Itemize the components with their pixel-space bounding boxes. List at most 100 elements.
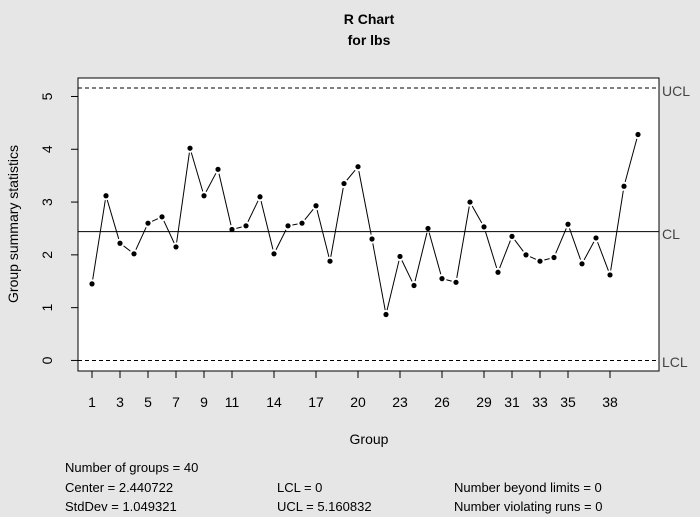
series-segment (151, 218, 159, 222)
data-point (173, 244, 179, 250)
data-point (523, 252, 529, 258)
series-segment (544, 258, 550, 261)
data-point (229, 226, 235, 233)
series-segment (555, 228, 567, 254)
series-segment (135, 227, 147, 250)
data-point (285, 223, 291, 229)
series-segment (610, 190, 624, 271)
series-segment (401, 260, 413, 282)
x-tick-label: 35 (560, 394, 576, 410)
x-tick-label: 1 (88, 394, 96, 410)
series-segment (190, 152, 204, 192)
series-segment (456, 206, 470, 278)
x-tick-label: 14 (266, 394, 282, 410)
chart-subtitle: for lbs (348, 32, 391, 48)
x-tick-label: 26 (434, 394, 450, 410)
cl-label: CL (662, 226, 680, 242)
series-segment (205, 173, 217, 192)
x-tick-label: 29 (476, 394, 492, 410)
series-segment (499, 240, 511, 269)
data-point (201, 193, 207, 199)
data-point (257, 194, 263, 200)
series-segment (428, 232, 442, 275)
series-segment (92, 200, 106, 280)
y-tick-label: 0 (39, 356, 55, 364)
data-point (509, 233, 515, 239)
x-tick-label: 7 (172, 394, 180, 410)
x-tick-label: 3 (116, 394, 124, 410)
data-point (341, 180, 347, 187)
data-point (397, 253, 403, 260)
data-point (103, 193, 109, 199)
series-segment (330, 187, 344, 257)
data-point (383, 311, 389, 318)
data-point (481, 224, 487, 230)
data-point (159, 214, 165, 220)
series-segment (514, 239, 524, 252)
data-point (425, 225, 431, 232)
series-segment (260, 201, 274, 250)
y-tick-label: 5 (39, 92, 55, 100)
data-point (551, 254, 557, 261)
data-point (145, 220, 151, 226)
series-segment (316, 209, 330, 257)
data-series (89, 131, 641, 318)
series-segment (529, 256, 537, 260)
series-segment (372, 243, 386, 311)
series-segment (414, 232, 428, 282)
data-point (327, 258, 333, 264)
data-point (215, 166, 221, 172)
series-segment (471, 205, 483, 224)
data-point (439, 276, 445, 282)
stats-violating-runs: Number violating runs = 0 (454, 499, 603, 514)
series-segment (236, 226, 242, 229)
x-tick-label: 9 (200, 394, 208, 410)
data-point (453, 279, 459, 285)
data-point (131, 251, 137, 257)
series-segment (292, 223, 298, 226)
series-segment (106, 199, 120, 240)
data-point (271, 251, 277, 257)
series-segment (304, 208, 314, 220)
series-segment (346, 169, 356, 181)
stats-beyond-limits: Number beyond limits = 0 (454, 480, 602, 495)
data-point (89, 281, 95, 287)
data-point (607, 272, 613, 278)
series-segment (176, 152, 190, 243)
data-point (635, 131, 641, 138)
y-tick-label: 2 (39, 251, 55, 259)
x-tick-label: 33 (532, 394, 548, 410)
data-point (313, 203, 319, 209)
data-point (593, 235, 599, 241)
data-point (565, 221, 571, 227)
data-point (537, 258, 543, 264)
ucl-label: UCL (662, 83, 690, 99)
plot-area (77, 77, 660, 372)
data-point (117, 240, 123, 246)
series-segment (569, 228, 581, 260)
y-axis-label: Group summary statistics (5, 145, 21, 303)
x-tick-label: 11 (225, 394, 240, 410)
series-segment (484, 231, 498, 269)
stats-lcl: LCL = 0 (277, 480, 323, 495)
series-segment (446, 279, 452, 282)
stats-groups: Number of groups = 40 (65, 460, 199, 475)
y-tick-label: 4 (39, 145, 55, 153)
series-segment (358, 171, 372, 235)
data-point (467, 199, 473, 205)
data-point (411, 282, 417, 289)
data-point (355, 164, 361, 170)
series-segment (247, 200, 259, 222)
chart-title: R Chart (344, 11, 395, 27)
data-point (187, 145, 193, 151)
x-tick-label: 17 (308, 394, 324, 410)
series-segment (624, 138, 638, 183)
y-tick-label: 1 (39, 304, 55, 312)
series-segment (597, 241, 609, 271)
data-point (579, 261, 585, 267)
series-segment (275, 229, 287, 250)
stats-stddev: StdDev = 1.049321 (65, 499, 177, 514)
data-point (243, 223, 249, 229)
data-point (495, 269, 501, 275)
